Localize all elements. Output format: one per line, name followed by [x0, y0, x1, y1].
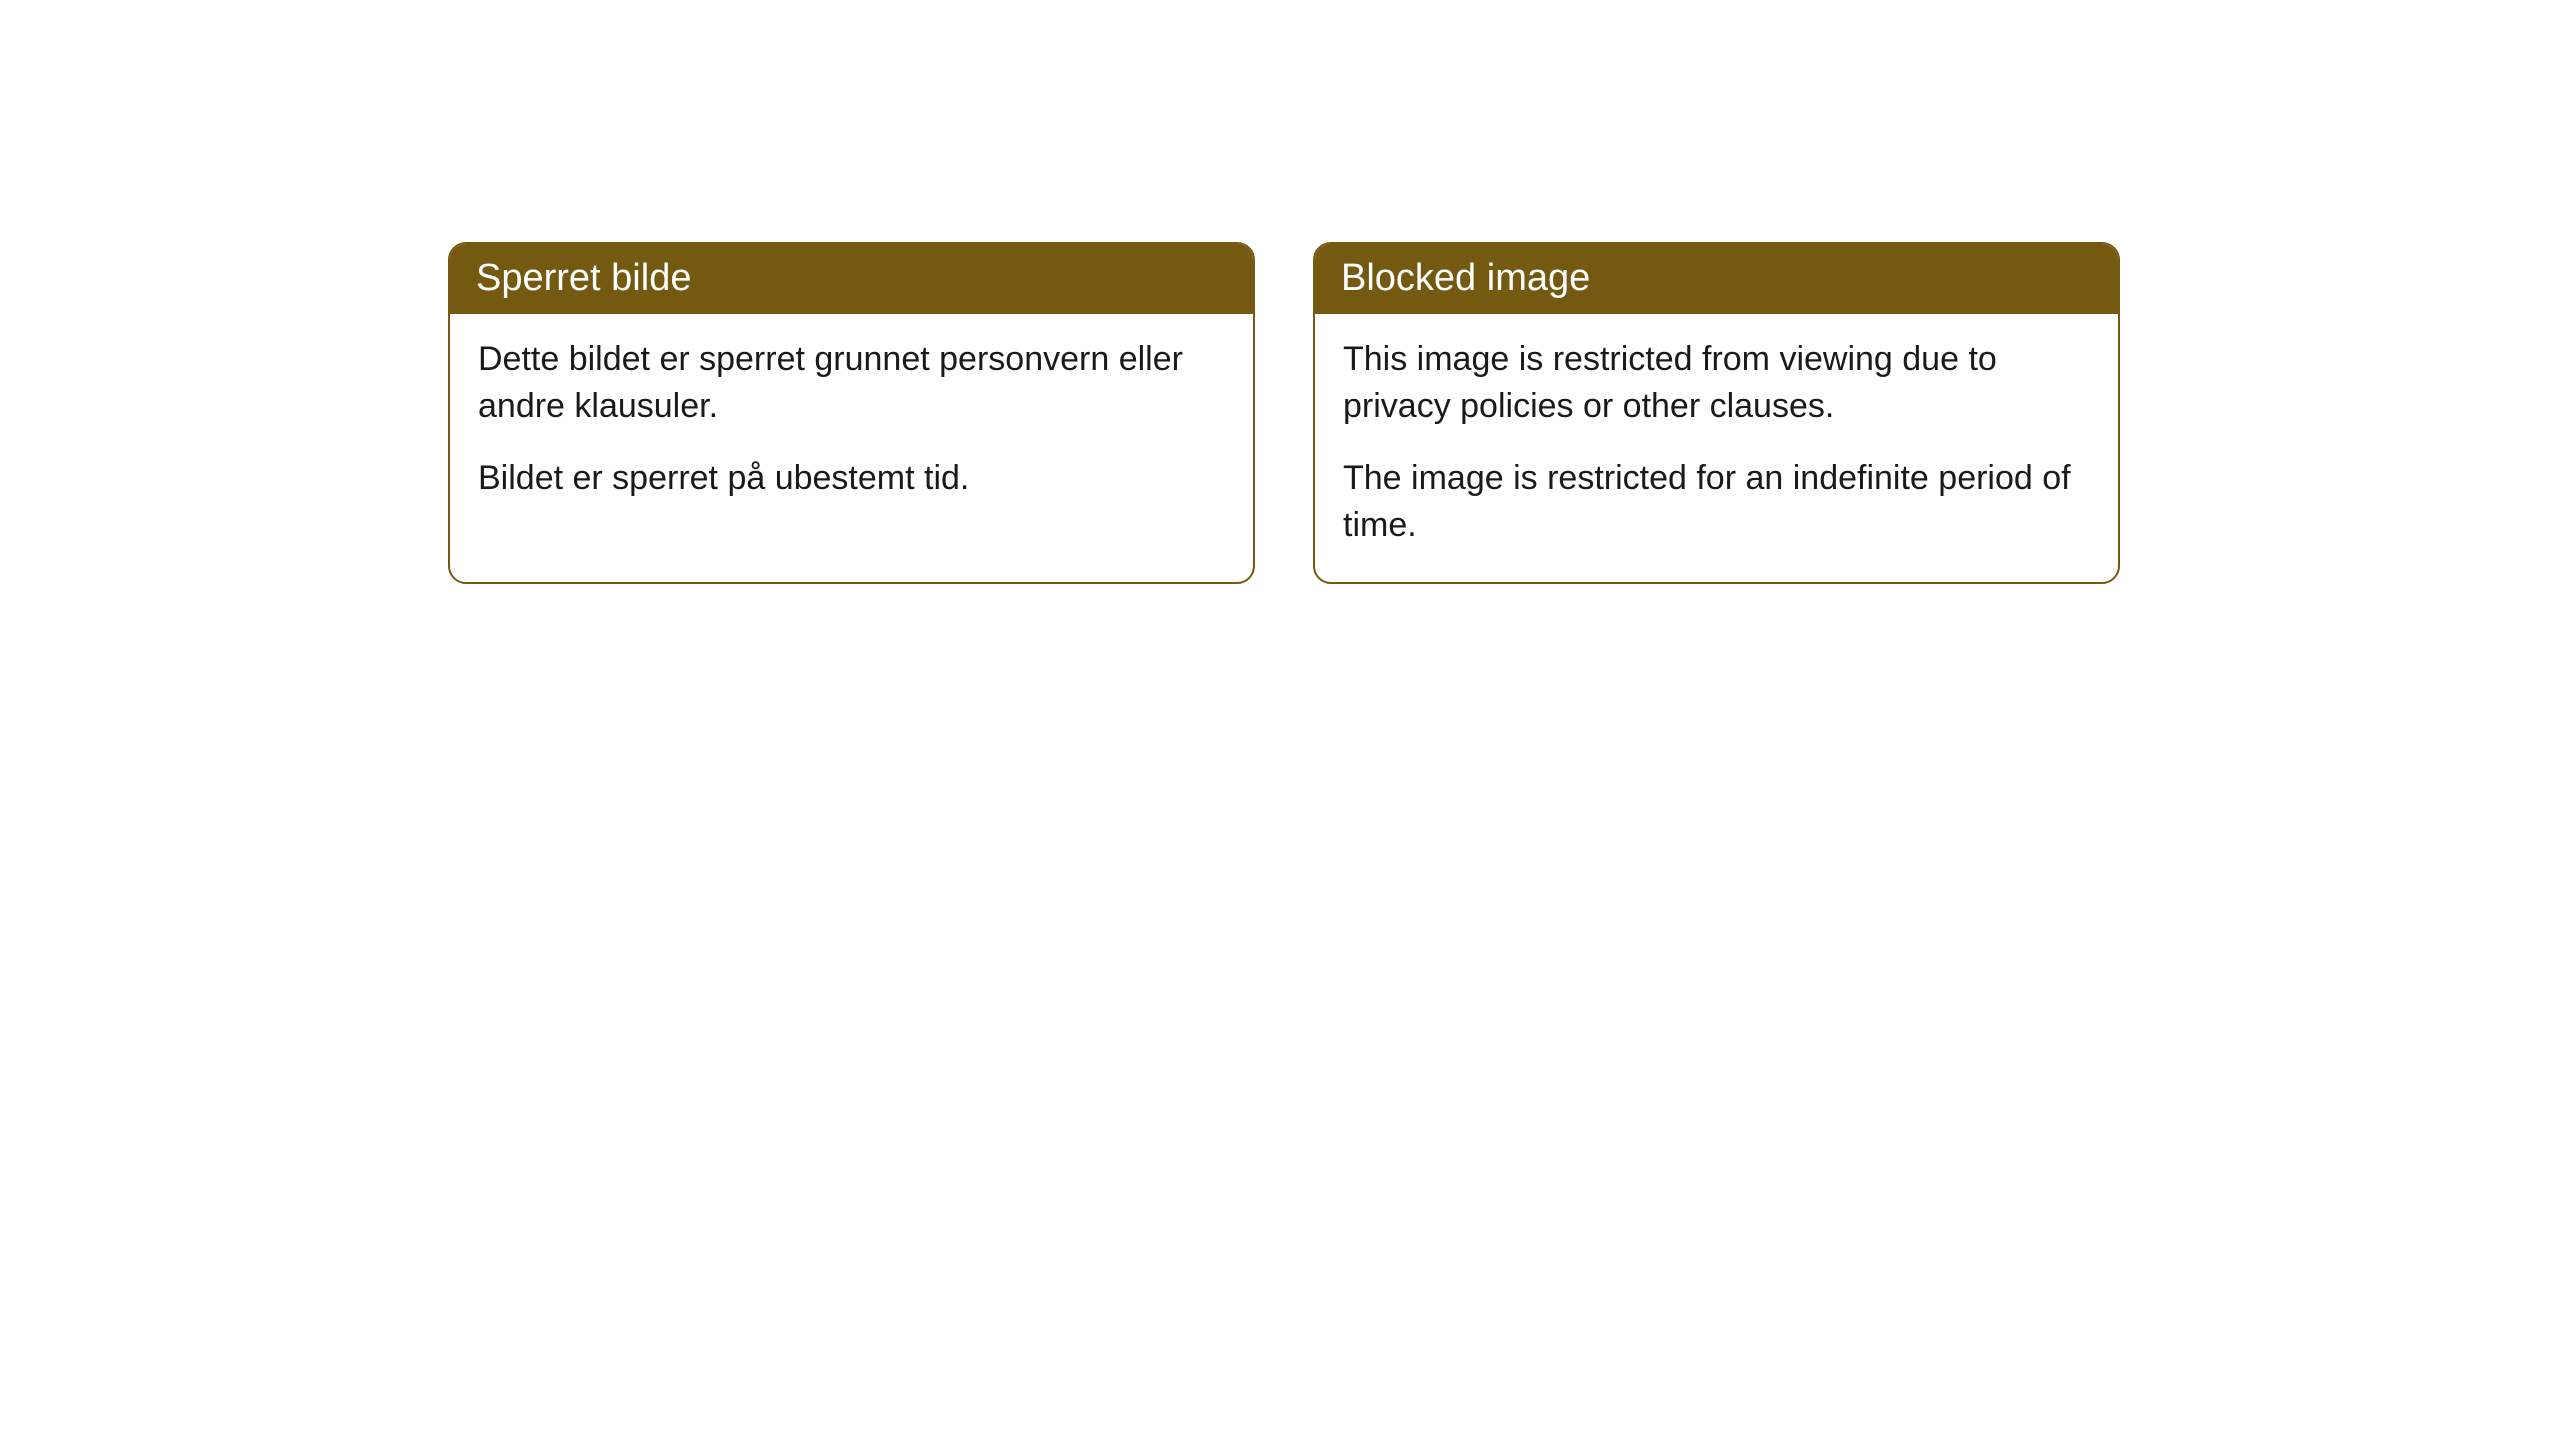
notice-paragraph: This image is restricted from viewing du…: [1343, 336, 2090, 431]
notice-body: This image is restricted from viewing du…: [1315, 314, 2118, 582]
notice-body: Dette bildet er sperret grunnet personve…: [450, 314, 1253, 535]
notice-header: Sperret bilde: [450, 244, 1253, 314]
notice-card-norwegian: Sperret bilde Dette bildet er sperret gr…: [448, 242, 1255, 584]
notice-card-english: Blocked image This image is restricted f…: [1313, 242, 2120, 584]
notice-paragraph: Bildet er sperret på ubestemt tid.: [478, 455, 1225, 503]
notice-paragraph: Dette bildet er sperret grunnet personve…: [478, 336, 1225, 431]
notice-title: Sperret bilde: [476, 257, 691, 299]
notice-container: Sperret bilde Dette bildet er sperret gr…: [448, 242, 2120, 584]
notice-title: Blocked image: [1341, 257, 1590, 299]
notice-header: Blocked image: [1315, 244, 2118, 314]
notice-paragraph: The image is restricted for an indefinit…: [1343, 455, 2090, 550]
